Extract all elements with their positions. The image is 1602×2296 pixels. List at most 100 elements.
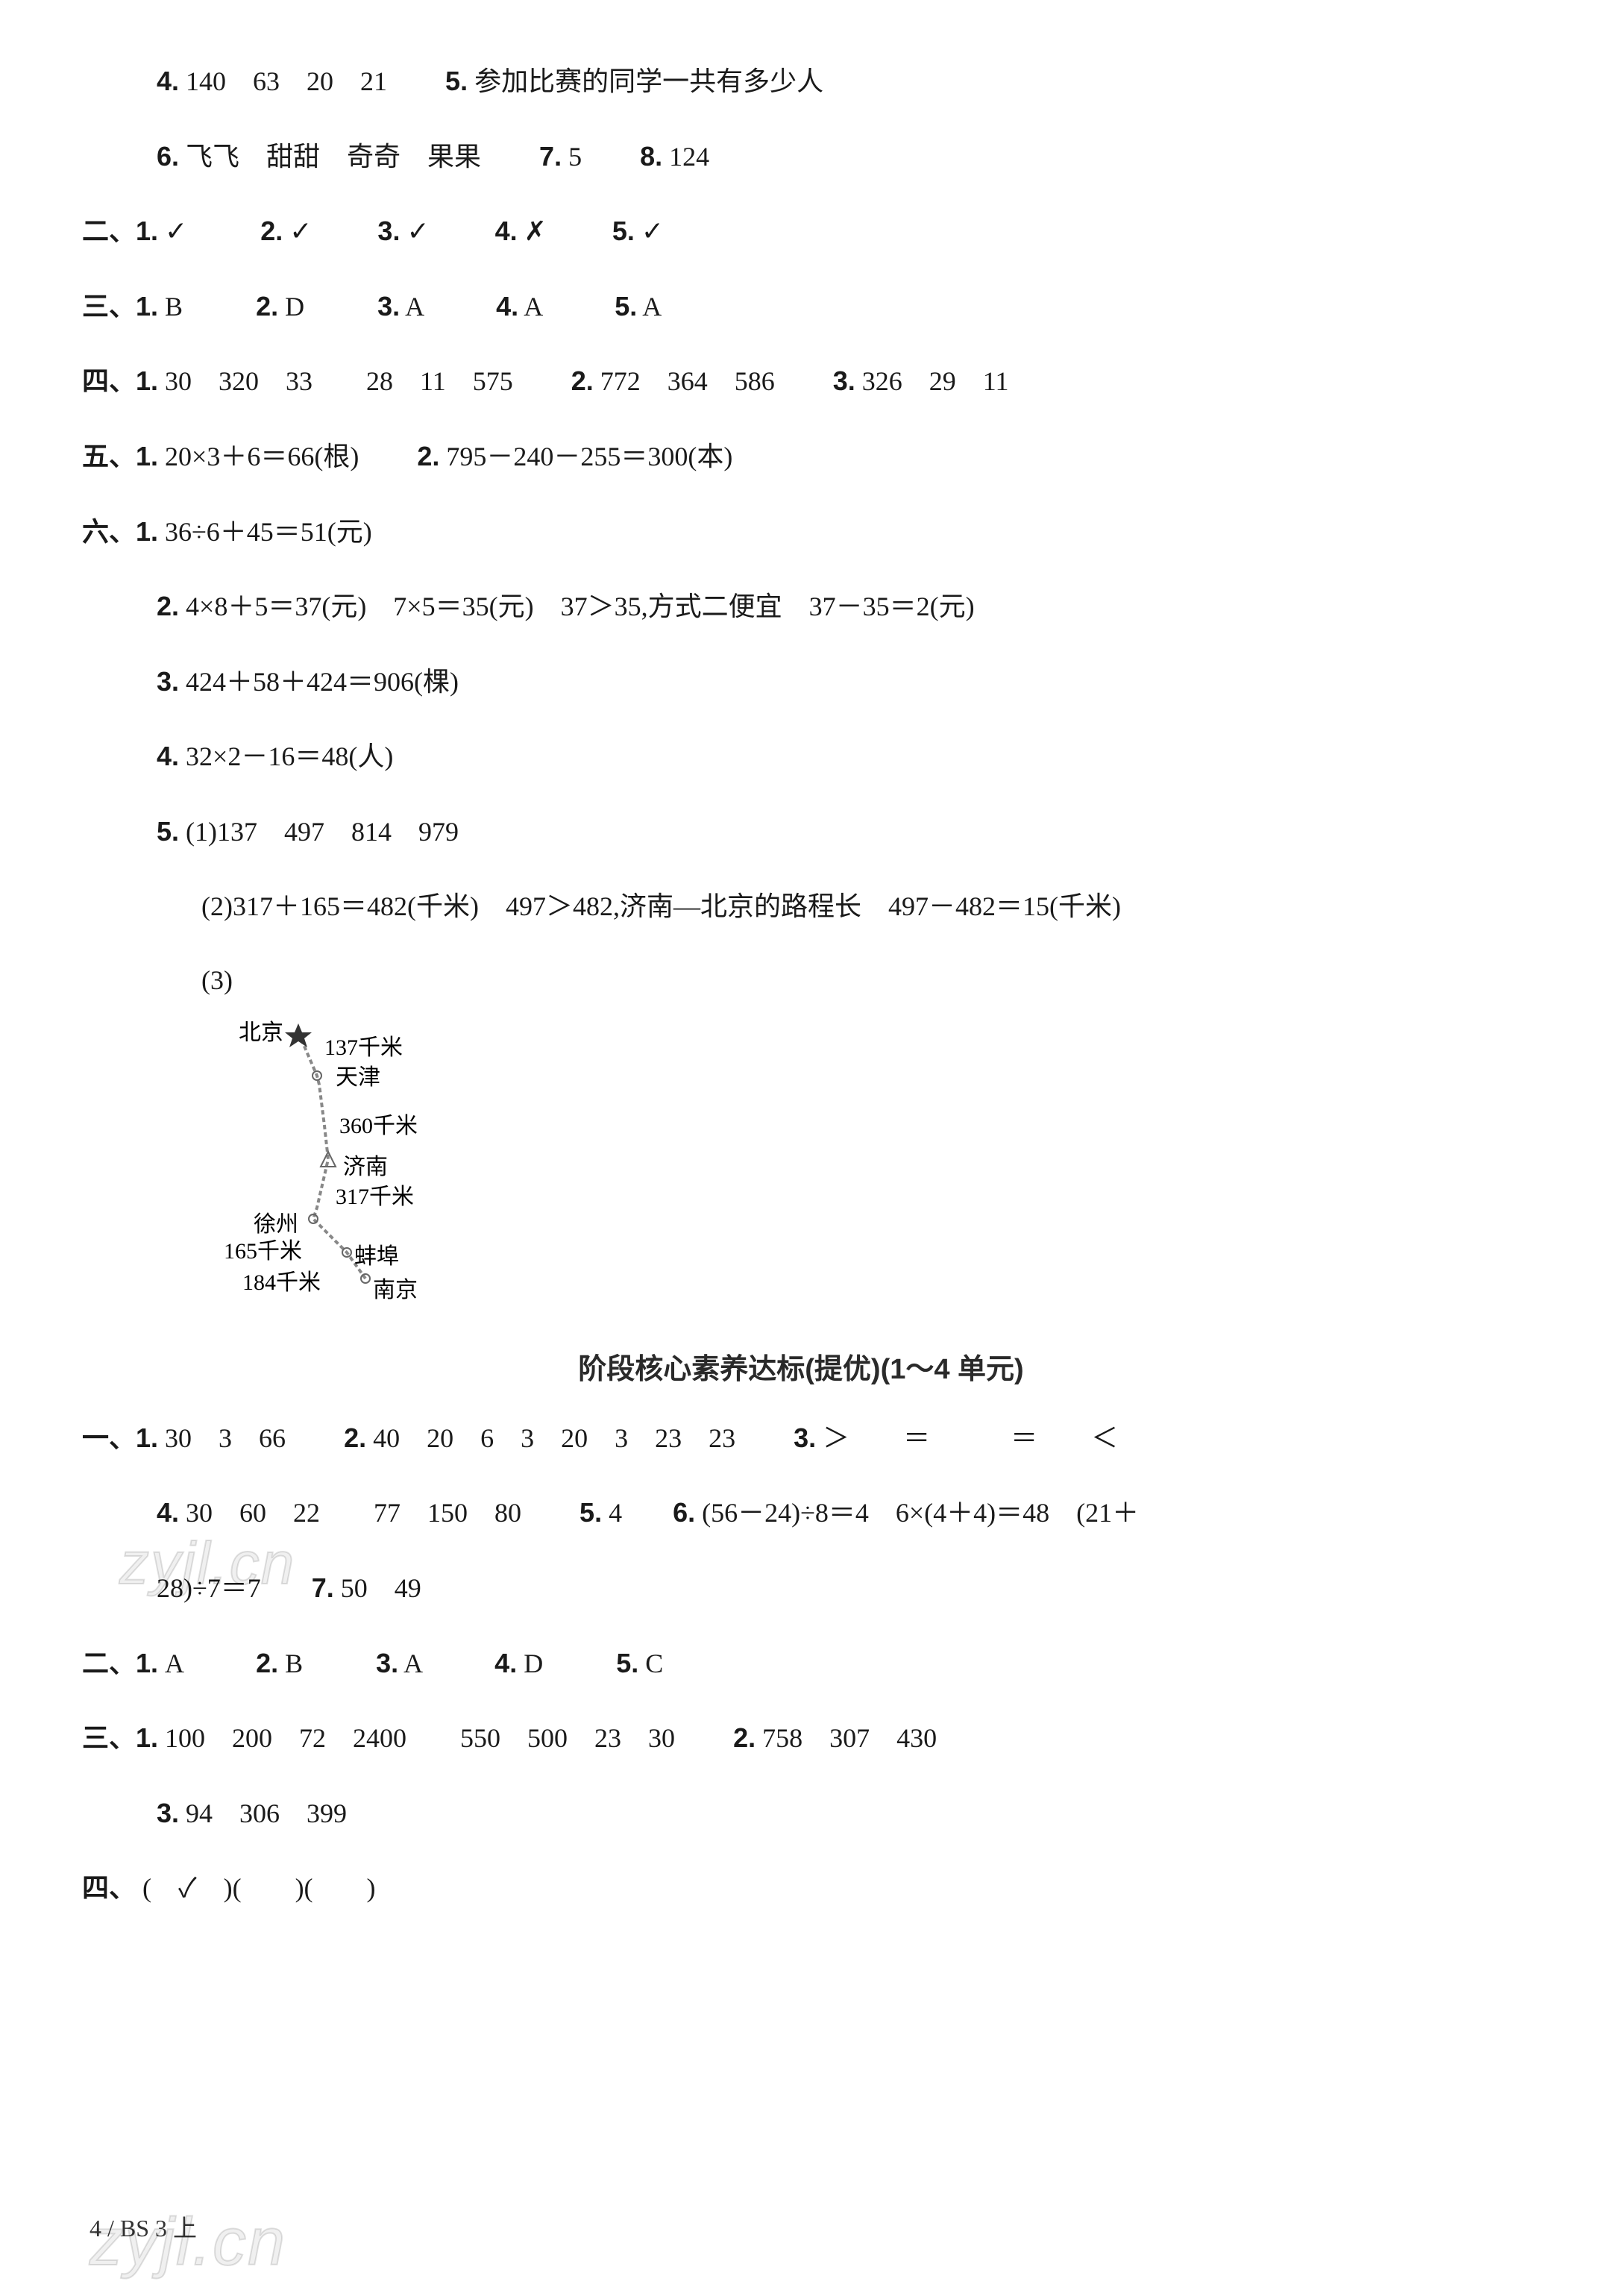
dist-label: 137千米 <box>324 1029 403 1061</box>
dist-label: 317千米 <box>336 1178 414 1211</box>
item-num: 5. <box>579 1497 602 1528</box>
item-val: ＞ ＝ ＝ ＜ <box>823 1423 1118 1453</box>
city-label: 天津 <box>336 1058 380 1091</box>
item-num: 4. <box>157 66 179 96</box>
item-val: A <box>403 1649 421 1678</box>
sec-head: 五、 <box>82 441 136 471</box>
item-num: 7. <box>539 141 562 172</box>
sec-head: 四、 <box>82 1872 136 1903</box>
item-num: 5. <box>616 1648 638 1678</box>
item-num: 2. <box>256 1648 278 1678</box>
p2-sec1-l1: 一、1. 30 3 66 2. 40 20 6 3 20 3 23 23 3. … <box>82 1417 1520 1461</box>
item-num: 5. <box>445 66 468 96</box>
item-val: ✓ <box>406 216 429 246</box>
item-val: A <box>405 292 423 321</box>
item-val: ✗ <box>524 216 547 246</box>
p2-sec3-l1: 三、1. 100 200 72 2400 550 500 23 30 2. 75… <box>82 1716 1520 1760</box>
item-val: 20×3＋6＝66(根) <box>165 442 359 471</box>
item-num: 1. <box>136 516 158 547</box>
item-val: 30 60 22 77 150 80 <box>186 1498 521 1528</box>
sub-num: (2) <box>201 891 233 921</box>
item-val: 100 200 72 2400 550 500 23 30 <box>165 1723 675 1753</box>
sub-num: (1) <box>186 817 217 847</box>
item-num: 2. <box>733 1722 756 1753</box>
item-val: 795－240－255＝300(本) <box>446 442 732 471</box>
item-val: 40 20 6 3 20 3 23 23 <box>373 1423 735 1453</box>
item-val: 28)÷7＝7 <box>157 1573 261 1603</box>
item-num: 3. <box>377 291 400 321</box>
ans-line: 6. 飞飞 甜甜 奇奇 果果 7. 5 8. 124 <box>82 135 1520 179</box>
item-num: 4. <box>157 1497 179 1528</box>
item-num: 1. <box>136 1722 158 1753</box>
item-val: ( ✓ )( )( ) <box>142 1873 376 1903</box>
item-num: 4. <box>157 741 179 771</box>
sec-head: 一、 <box>82 1423 136 1453</box>
item-num: 2. <box>256 291 278 321</box>
item-val: A <box>524 292 541 321</box>
section-6-5-3: (3) <box>82 959 1520 1003</box>
item-val: (56－24)÷8＝4 6×(4＋4)＝48 (21＋ <box>702 1498 1139 1528</box>
item-num: 2. <box>260 216 283 246</box>
sec-head: 三、 <box>82 1722 136 1753</box>
item-num: 1. <box>136 291 158 321</box>
p2-sec2: 二、1. A 2. B 3. A 4. D 5. C <box>82 1642 1520 1686</box>
item-num: 2. <box>571 366 594 396</box>
dist-label: 165千米 <box>224 1232 302 1265</box>
p2-sec1-l2: 4. 30 60 22 77 150 80 5. 4 6. (56－24)÷8＝… <box>82 1491 1520 1535</box>
item-num: 1. <box>136 366 158 396</box>
item-num: 3. <box>794 1423 816 1453</box>
item-num: 6. <box>157 141 179 172</box>
sec-head: 六、 <box>82 516 136 547</box>
item-val: 94 306 399 <box>186 1798 347 1828</box>
section-6-5-1: 5. (1)137 497 814 979 <box>82 810 1520 854</box>
item-num: 2. <box>417 441 439 471</box>
section-6-1: 六、1. 36÷6＋45＝51(元) <box>82 510 1520 554</box>
item-num: 4. <box>494 1648 517 1678</box>
sec-head: 四、 <box>82 366 136 396</box>
item-num: 4. <box>495 216 518 246</box>
item-val: 5 <box>568 142 582 172</box>
item-num: 2. <box>344 1423 366 1453</box>
item-num: 8. <box>640 141 662 172</box>
item-val: B <box>285 1649 303 1678</box>
section-6-4: 4. 32×2－16＝48(人) <box>82 735 1520 779</box>
item-val: ✓ <box>289 216 312 246</box>
item-num: 1. <box>136 441 158 471</box>
city-label: 蚌埠 <box>354 1238 399 1270</box>
item-val: 30 320 33 28 11 575 <box>165 366 513 396</box>
item-num: 5. <box>615 291 637 321</box>
item-val: 参加比赛的同学一共有多少人 <box>474 66 823 96</box>
item-num: 1. <box>136 1648 158 1678</box>
sec-head: 三、 <box>82 291 136 321</box>
dist-label: 360千米 <box>339 1107 418 1140</box>
city-label: 济南 <box>343 1148 388 1181</box>
dist-label: 184千米 <box>242 1264 321 1296</box>
sec-head: 二、 <box>82 1648 136 1678</box>
item-num: 3. <box>833 366 855 396</box>
item-num: 1. <box>136 216 158 246</box>
section-5: 五、1. 20×3＋6＝66(根) 2. 795－240－255＝300(本) <box>82 435 1520 479</box>
item-val: A <box>642 292 662 321</box>
item-val: 4 <box>609 1498 622 1528</box>
section-6-2: 2. 4×8＋5＝37(元) 7×5＝35(元) 37＞35,方式二便宜 37－… <box>82 585 1520 629</box>
section-6-5-2: (2)317＋165＝482(千米) 497＞482,济南—北京的路程长 497… <box>82 885 1520 929</box>
item-val: 758 307 430 <box>762 1723 937 1753</box>
ans-line: 4. 140 63 20 21 5. 参加比赛的同学一共有多少人 <box>82 60 1520 104</box>
item-val: 32×2－16＝48(人) <box>186 741 393 771</box>
section-2: 二、1. ✓ 2. ✓ 3. ✓ 4. ✗ 5. ✓ <box>82 210 1520 254</box>
item-num: 4. <box>496 291 518 321</box>
section-6-3: 3. 424＋58＋424＝906(棵) <box>82 660 1520 704</box>
p2-sec3-l2: 3. 94 306 399 <box>82 1792 1520 1836</box>
item-num: 3. <box>157 1798 179 1828</box>
item-val: 50 49 <box>341 1573 421 1603</box>
item-val: 4×8＋5＝37(元) 7×5＝35(元) 37＞35,方式二便宜 37－35＝… <box>186 592 975 621</box>
item-val: 36÷6＋45＝51(元) <box>165 517 372 547</box>
item-val: A <box>165 1649 183 1678</box>
item-val: C <box>645 1649 663 1678</box>
item-val: 124 <box>669 142 709 172</box>
item-val: 飞飞 甜甜 奇奇 果果 <box>186 142 481 172</box>
sub-num: (3) <box>201 965 233 995</box>
city-label: 南京 <box>373 1271 418 1304</box>
item-num: 5. <box>612 216 635 246</box>
item-val: 137 497 814 979 <box>217 817 459 847</box>
